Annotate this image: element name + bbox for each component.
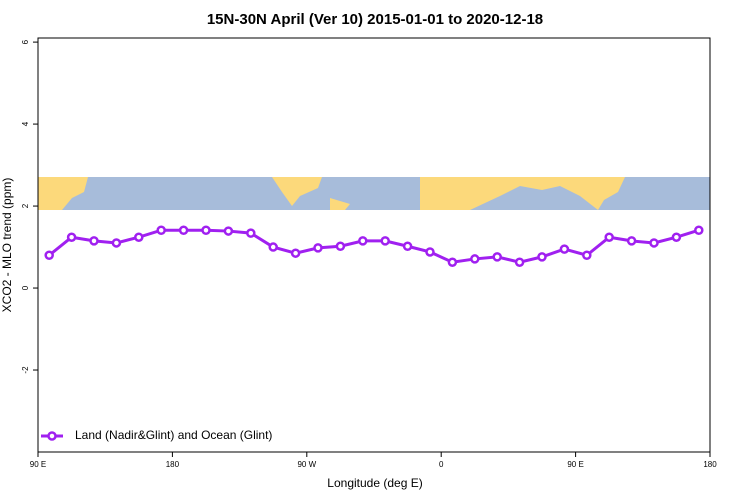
point [134,232,144,242]
point [470,254,480,264]
point [44,250,54,260]
point [268,242,278,252]
point [380,236,390,246]
point [694,225,704,235]
chart-title: 15N-30N April (Ver 10) 2015-01-01 to 202… [207,11,543,28]
x-tick-label: 90 E [567,460,583,469]
point [537,252,547,262]
point [246,228,256,238]
point [582,250,592,260]
point [514,257,525,267]
x-tick-label: 90 W [297,460,316,469]
y-tick-label: 2 [21,203,30,208]
point [201,225,211,235]
x-tick-label: 180 [703,460,717,469]
y-axis-label: XCO2 - MLO trend (ppm) [0,178,14,313]
map-band [38,177,710,210]
point [335,241,346,251]
point [604,232,614,242]
legend-label: Land (Nadir&Glint) and Ocean (Glint) [75,428,272,442]
y-tick-label: 6 [21,39,30,44]
point [626,236,637,246]
point [402,241,413,251]
point [178,225,189,235]
point [492,252,502,262]
x-tick-label: 90 E [30,460,46,469]
x-tick-label: 0 [439,460,444,469]
point [290,248,301,258]
point [447,257,458,267]
point [66,232,77,242]
legend-marker [47,431,57,441]
point [671,232,682,242]
point [156,225,166,235]
y-tick-label: -2 [21,366,30,374]
point [649,238,659,248]
point [559,244,570,254]
point [223,226,234,236]
point [111,238,122,248]
y-tick-label: 0 [21,285,30,290]
x-axis-label: Longitude (deg E) [327,476,422,490]
y-tick-label: 4 [21,121,30,126]
point [358,236,368,246]
point [313,243,323,253]
point [89,236,99,246]
x-tick-label: 180 [166,460,180,469]
point [425,247,435,257]
line [48,228,700,264]
plot-frame [37,37,711,453]
